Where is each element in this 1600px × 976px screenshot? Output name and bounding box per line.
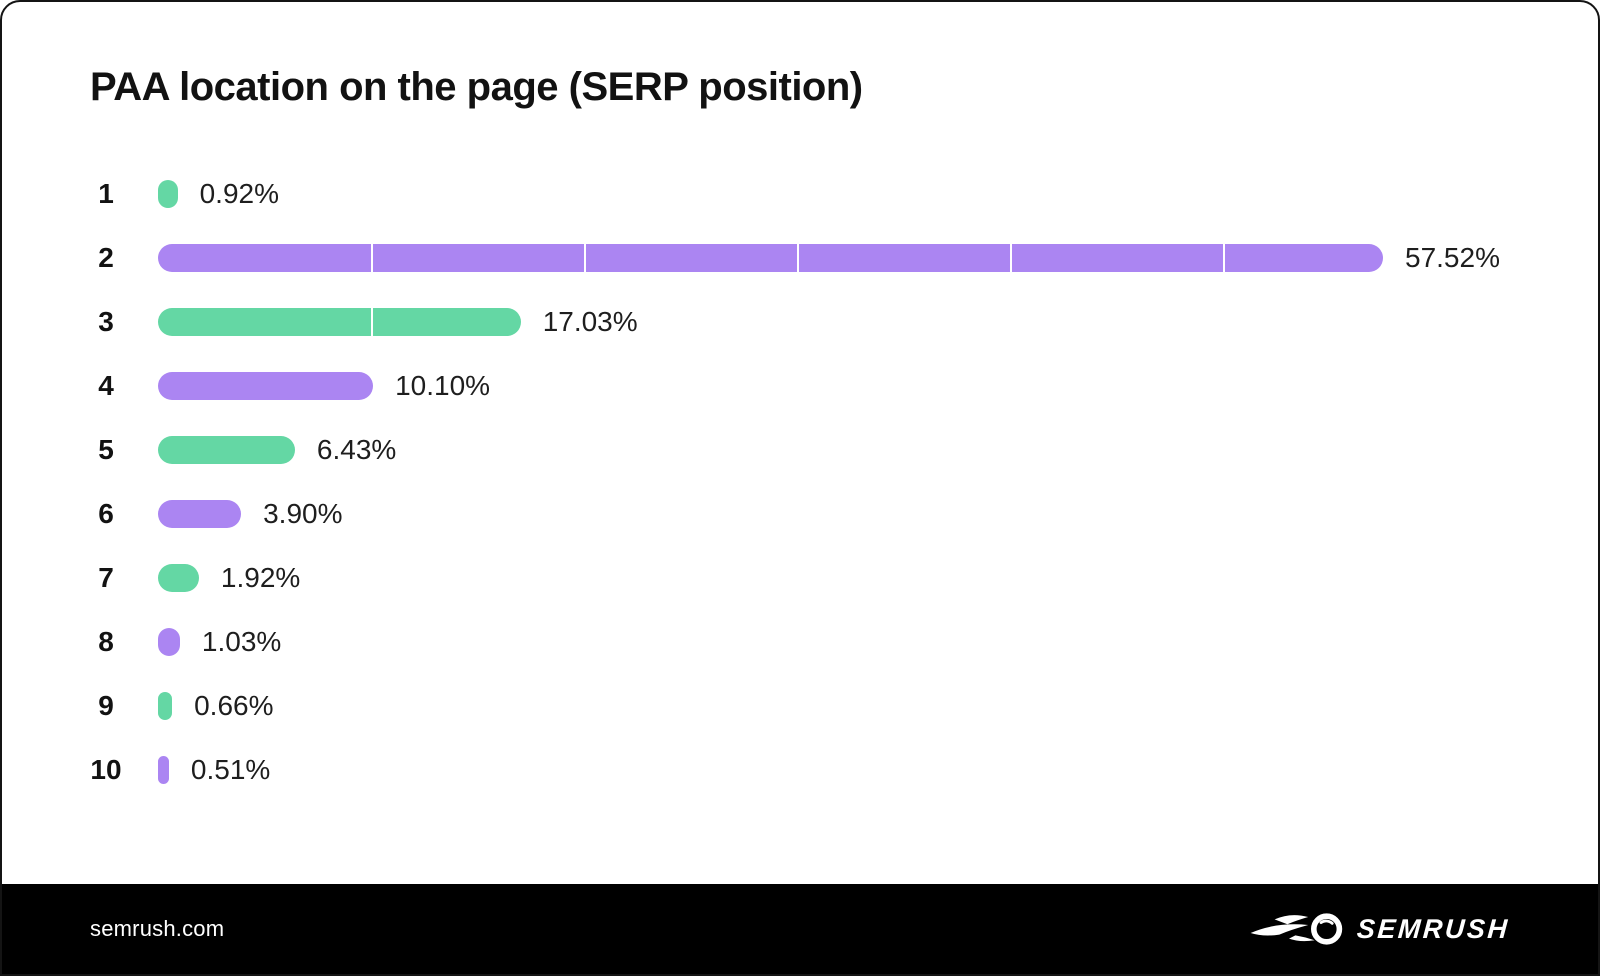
bar-area: 3.90%: [158, 498, 1598, 530]
bar: [158, 372, 374, 400]
value-label: 57.52%: [1405, 242, 1500, 273]
value-label: 10.10%: [395, 370, 491, 401]
value-label: 0.66%: [194, 690, 274, 721]
chart-row: 1 0.92%: [2, 162, 1598, 226]
chart-row: 5 6.43%: [2, 418, 1598, 482]
semrush-flame-icon: [1251, 913, 1343, 945]
bar-area: 1.92%: [158, 562, 1598, 594]
bar-segment-divider: [796, 244, 799, 272]
position-label: 6: [98, 498, 114, 529]
bar: [158, 692, 173, 720]
position-label: 4: [98, 370, 114, 401]
bar: [158, 308, 521, 336]
chart-title: PAA location on the page (SERP position): [90, 65, 863, 109]
bar-area: 0.66%: [158, 690, 1598, 722]
value-label: 0.51%: [190, 754, 271, 785]
bar-segment-divider: [1222, 244, 1225, 272]
chart-row: 2 57.52%: [2, 226, 1598, 290]
bar: [158, 564, 199, 592]
position-label: 2: [98, 242, 114, 273]
bar: [158, 756, 169, 784]
footer: semrush.com semrush: [2, 884, 1598, 974]
semrush-wordmark: semrush: [1356, 913, 1512, 944]
value-label: 1.03%: [201, 626, 282, 657]
bar-chart: 1 0.92% 2 57.52% 3 17.03% 4 10.10% 5 6.43% 6 3.90% 7…: [2, 162, 1598, 802]
position-label: 5: [98, 434, 114, 465]
position-label: 10: [90, 754, 122, 785]
bar-segment-divider: [371, 244, 373, 272]
chart-row: 8 1.03%: [2, 610, 1598, 674]
position-label: 8: [98, 626, 114, 657]
bar-segment-divider: [1009, 244, 1012, 272]
position-label: 9: [98, 690, 114, 721]
chart-row: 4 10.10%: [2, 354, 1598, 418]
position-label: 7: [98, 562, 114, 593]
value-label: 3.90%: [263, 498, 343, 529]
chart-row: 3 17.03%: [2, 290, 1598, 354]
bar-area: 0.51%: [158, 754, 1598, 786]
bar-area: 0.92%: [158, 178, 1598, 210]
value-label: 6.43%: [316, 434, 397, 465]
bar-segment-divider: [583, 244, 586, 272]
value-label: 17.03%: [542, 306, 638, 337]
bar: [158, 436, 295, 464]
semrush-logo: semrush: [1249, 907, 1512, 951]
value-label: 1.92%: [220, 562, 301, 593]
source-url: semrush.com: [90, 916, 225, 941]
chart-row: 6 3.90%: [2, 482, 1598, 546]
bar-area: 17.03%: [158, 306, 1598, 338]
bar-area: 1.03%: [158, 626, 1598, 658]
bar-area: 10.10%: [158, 370, 1598, 402]
position-label: 3: [98, 306, 114, 337]
chart-row: 10 0.51%: [2, 738, 1598, 802]
bar: [158, 180, 178, 208]
bar-area: 57.52%: [158, 242, 1598, 274]
bar-segment-divider: [371, 308, 373, 336]
bar: [158, 500, 242, 528]
value-label: 0.92%: [199, 178, 279, 209]
position-label: 1: [98, 178, 114, 209]
bar: [158, 628, 180, 656]
bar: [158, 244, 1383, 272]
bar-area: 6.43%: [158, 434, 1598, 466]
chart-row: 9 0.66%: [2, 674, 1598, 738]
chart-row: 7 1.92%: [2, 546, 1598, 610]
